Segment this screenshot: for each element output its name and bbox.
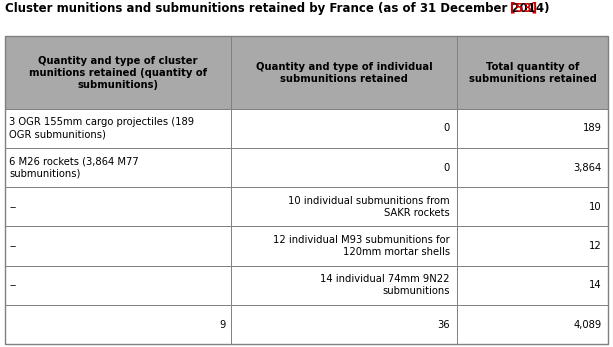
- Bar: [457, 109, 608, 148]
- Text: --: --: [9, 202, 17, 212]
- Bar: [457, 266, 608, 305]
- Bar: [5, 36, 231, 109]
- Bar: [231, 187, 457, 226]
- Bar: [457, 305, 608, 344]
- Bar: [231, 36, 457, 109]
- Bar: [231, 109, 457, 148]
- Text: --: --: [9, 241, 17, 251]
- Text: 4,089: 4,089: [574, 320, 602, 330]
- Text: 0: 0: [444, 123, 450, 133]
- Text: [53]: [53]: [511, 2, 538, 15]
- Text: 10: 10: [589, 202, 602, 212]
- Bar: [5, 226, 231, 266]
- Bar: [5, 187, 231, 226]
- Bar: [457, 187, 608, 226]
- Text: 9: 9: [220, 320, 226, 330]
- Bar: [5, 36, 608, 344]
- Bar: [5, 266, 231, 305]
- Bar: [231, 305, 457, 344]
- Bar: [5, 109, 231, 148]
- Text: Quantity and type of cluster
munitions retained (quantity of
submunitions): Quantity and type of cluster munitions r…: [29, 56, 207, 90]
- Text: Cluster munitions and submunitions retained by France (as of 31 December 2014): Cluster munitions and submunitions retai…: [5, 2, 549, 15]
- Bar: [231, 226, 457, 266]
- Text: Quantity and type of individual
submunitions retained: Quantity and type of individual submunit…: [256, 61, 433, 84]
- Text: 12: 12: [589, 241, 602, 251]
- Bar: [231, 148, 457, 187]
- Text: 3,864: 3,864: [574, 162, 602, 172]
- Bar: [5, 148, 231, 187]
- Text: 3 OGR 155mm cargo projectiles (189
OGR submunitions): 3 OGR 155mm cargo projectiles (189 OGR s…: [9, 117, 194, 139]
- Text: 10 individual submunitions from
SAKR rockets: 10 individual submunitions from SAKR roc…: [288, 196, 450, 218]
- Text: 6 M26 rockets (3,864 M77
submunitions): 6 M26 rockets (3,864 M77 submunitions): [9, 156, 139, 178]
- Text: 12 individual M93 submunitions for
120mm mortar shells: 12 individual M93 submunitions for 120mm…: [273, 235, 450, 257]
- Bar: [457, 226, 608, 266]
- Text: 36: 36: [437, 320, 450, 330]
- Text: 0: 0: [444, 162, 450, 172]
- Bar: [5, 305, 231, 344]
- Bar: [457, 36, 608, 109]
- Text: Total quantity of
submunitions retained: Total quantity of submunitions retained: [469, 61, 596, 84]
- Text: 14 individual 74mm 9N22
submunitions: 14 individual 74mm 9N22 submunitions: [321, 274, 450, 296]
- Bar: [457, 148, 608, 187]
- Text: 14: 14: [589, 280, 602, 290]
- Text: 189: 189: [583, 123, 602, 133]
- Bar: [231, 266, 457, 305]
- Text: --: --: [9, 280, 17, 290]
